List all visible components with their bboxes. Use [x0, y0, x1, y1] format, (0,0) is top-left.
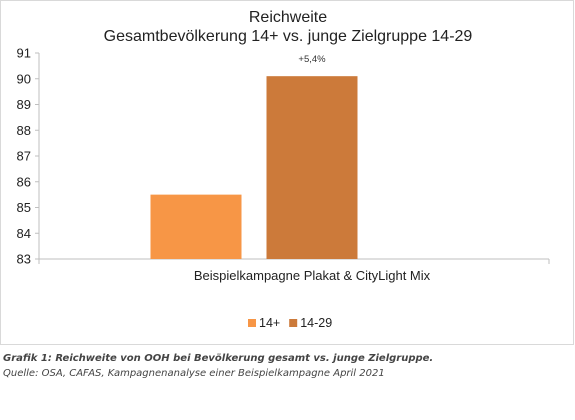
- legend-swatch-14-29: [289, 319, 298, 327]
- chart-frame: Reichweite Gesamtbevölkerung 14+ vs. jun…: [0, 0, 574, 345]
- y-tick-label: 83: [17, 252, 31, 267]
- legend-swatch-14-: [248, 319, 256, 327]
- y-tick-label: 91: [17, 46, 31, 61]
- bar-14-: [150, 194, 242, 259]
- bar-14-29: [266, 76, 358, 259]
- y-tick-label: 88: [17, 123, 31, 138]
- caption-title: Grafik 1: Reichweite von OOH bei Bevölke…: [3, 353, 434, 364]
- y-tick-label: 90: [17, 71, 31, 86]
- caption-source: Quelle: OSA, CAFAS, Kampagnenanalyse ein…: [3, 368, 385, 379]
- y-tick-label: 89: [17, 97, 31, 112]
- y-tick-label: 86: [17, 174, 31, 189]
- y-tick-label: 85: [17, 200, 31, 215]
- chart-title-line-1: Reichweite: [249, 9, 327, 26]
- y-tick-label: 84: [17, 226, 31, 241]
- y-tick-label: 87: [17, 149, 31, 164]
- data-label: +5,4%: [298, 54, 326, 65]
- bar-chart: Reichweite Gesamtbevölkerung 14+ vs. jun…: [17, 9, 550, 330]
- legend-label: 14-29: [300, 316, 332, 330]
- legend-label: 14+: [259, 316, 280, 330]
- figure-caption: Grafik 1: Reichweite von OOH bei Bevölke…: [3, 351, 573, 381]
- chart-title-line-2: Gesamtbevölkerung 14+ vs. junge Zielgrup…: [104, 28, 473, 45]
- category-label: Beispielkampagne Plakat & CityLight Mix: [194, 268, 431, 283]
